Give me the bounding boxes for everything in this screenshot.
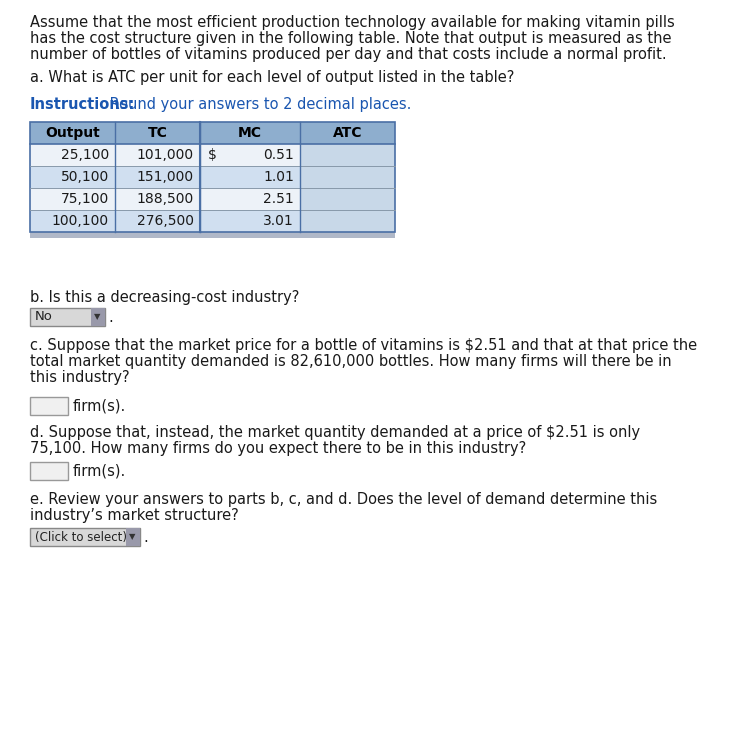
Text: Instructions:: Instructions: [30, 97, 135, 112]
Text: No: No [35, 310, 52, 324]
Text: 0.51: 0.51 [263, 148, 294, 162]
Bar [30, 122, 395, 232]
Text: number of bottles of vitamins produced per day and that costs include a normal p: number of bottles of vitamins produced p… [30, 47, 667, 62]
Bar [30, 188, 395, 210]
Text: firm(s).: firm(s). [73, 464, 126, 478]
Text: c. Suppose that the market price for a bottle of vitamins is $2.51 and that at t: c. Suppose that the market price for a b… [30, 338, 698, 353]
Text: this industry?: this industry? [30, 370, 130, 385]
Bar [30, 232, 395, 238]
Bar [30, 144, 395, 166]
Bar [126, 528, 140, 546]
Bar [30, 166, 395, 188]
Text: 25,100: 25,100 [61, 148, 109, 162]
Text: 3.01: 3.01 [263, 214, 294, 228]
Text: firm(s).: firm(s). [73, 399, 126, 414]
Bar [30, 528, 140, 546]
Bar [30, 397, 68, 415]
Text: ▼: ▼ [129, 533, 136, 542]
Text: d. Suppose that, instead, the market quantity demanded at a price of $2.51 is on: d. Suppose that, instead, the market qua… [30, 425, 640, 440]
Text: TC: TC [148, 126, 167, 140]
Text: 276,500: 276,500 [137, 214, 194, 228]
Bar [300, 210, 395, 232]
Text: MC: MC [238, 126, 262, 140]
Text: 1.01: 1.01 [263, 170, 294, 184]
Text: 188,500: 188,500 [136, 192, 194, 206]
Text: .: . [108, 310, 112, 324]
Text: $: $ [208, 148, 217, 162]
Text: 151,000: 151,000 [136, 170, 194, 184]
Text: Assume that the most efficient production technology available for making vitami: Assume that the most efficient productio… [30, 15, 675, 30]
Bar [300, 188, 395, 210]
Text: total market quantity demanded is 82,610,000 bottles. How many firms will there : total market quantity demanded is 82,610… [30, 354, 672, 369]
Text: 2.51: 2.51 [263, 192, 294, 206]
Text: Round your answers to 2 decimal places.: Round your answers to 2 decimal places. [105, 97, 411, 112]
Bar [300, 144, 395, 166]
Text: ▼: ▼ [94, 312, 100, 321]
Bar [300, 166, 395, 188]
Text: (Click to select): (Click to select) [35, 530, 127, 544]
Text: 75,100: 75,100 [61, 192, 109, 206]
Text: 75,100. How many firms do you expect there to be in this industry?: 75,100. How many firms do you expect the… [30, 441, 526, 456]
Text: 100,100: 100,100 [52, 214, 109, 228]
Text: 50,100: 50,100 [61, 170, 109, 184]
Bar [30, 308, 105, 326]
Bar [91, 308, 105, 326]
Bar [30, 122, 395, 144]
Text: 101,000: 101,000 [136, 148, 194, 162]
Text: .: . [143, 530, 148, 545]
Text: a. What is ATC per unit for each level of output listed in the table?: a. What is ATC per unit for each level o… [30, 70, 514, 85]
Text: industry’s market structure?: industry’s market structure? [30, 508, 239, 523]
Text: e. Review your answers to parts b, c, and d. Does the level of demand determine : e. Review your answers to parts b, c, an… [30, 492, 657, 507]
Text: b. Is this a decreasing-cost industry?: b. Is this a decreasing-cost industry? [30, 290, 299, 305]
Bar [30, 210, 395, 232]
Bar [30, 462, 68, 480]
Text: ATC: ATC [333, 126, 362, 140]
Text: Output: Output [45, 126, 100, 140]
Text: has the cost structure given in the following table. Note that output is measure: has the cost structure given in the foll… [30, 31, 671, 46]
